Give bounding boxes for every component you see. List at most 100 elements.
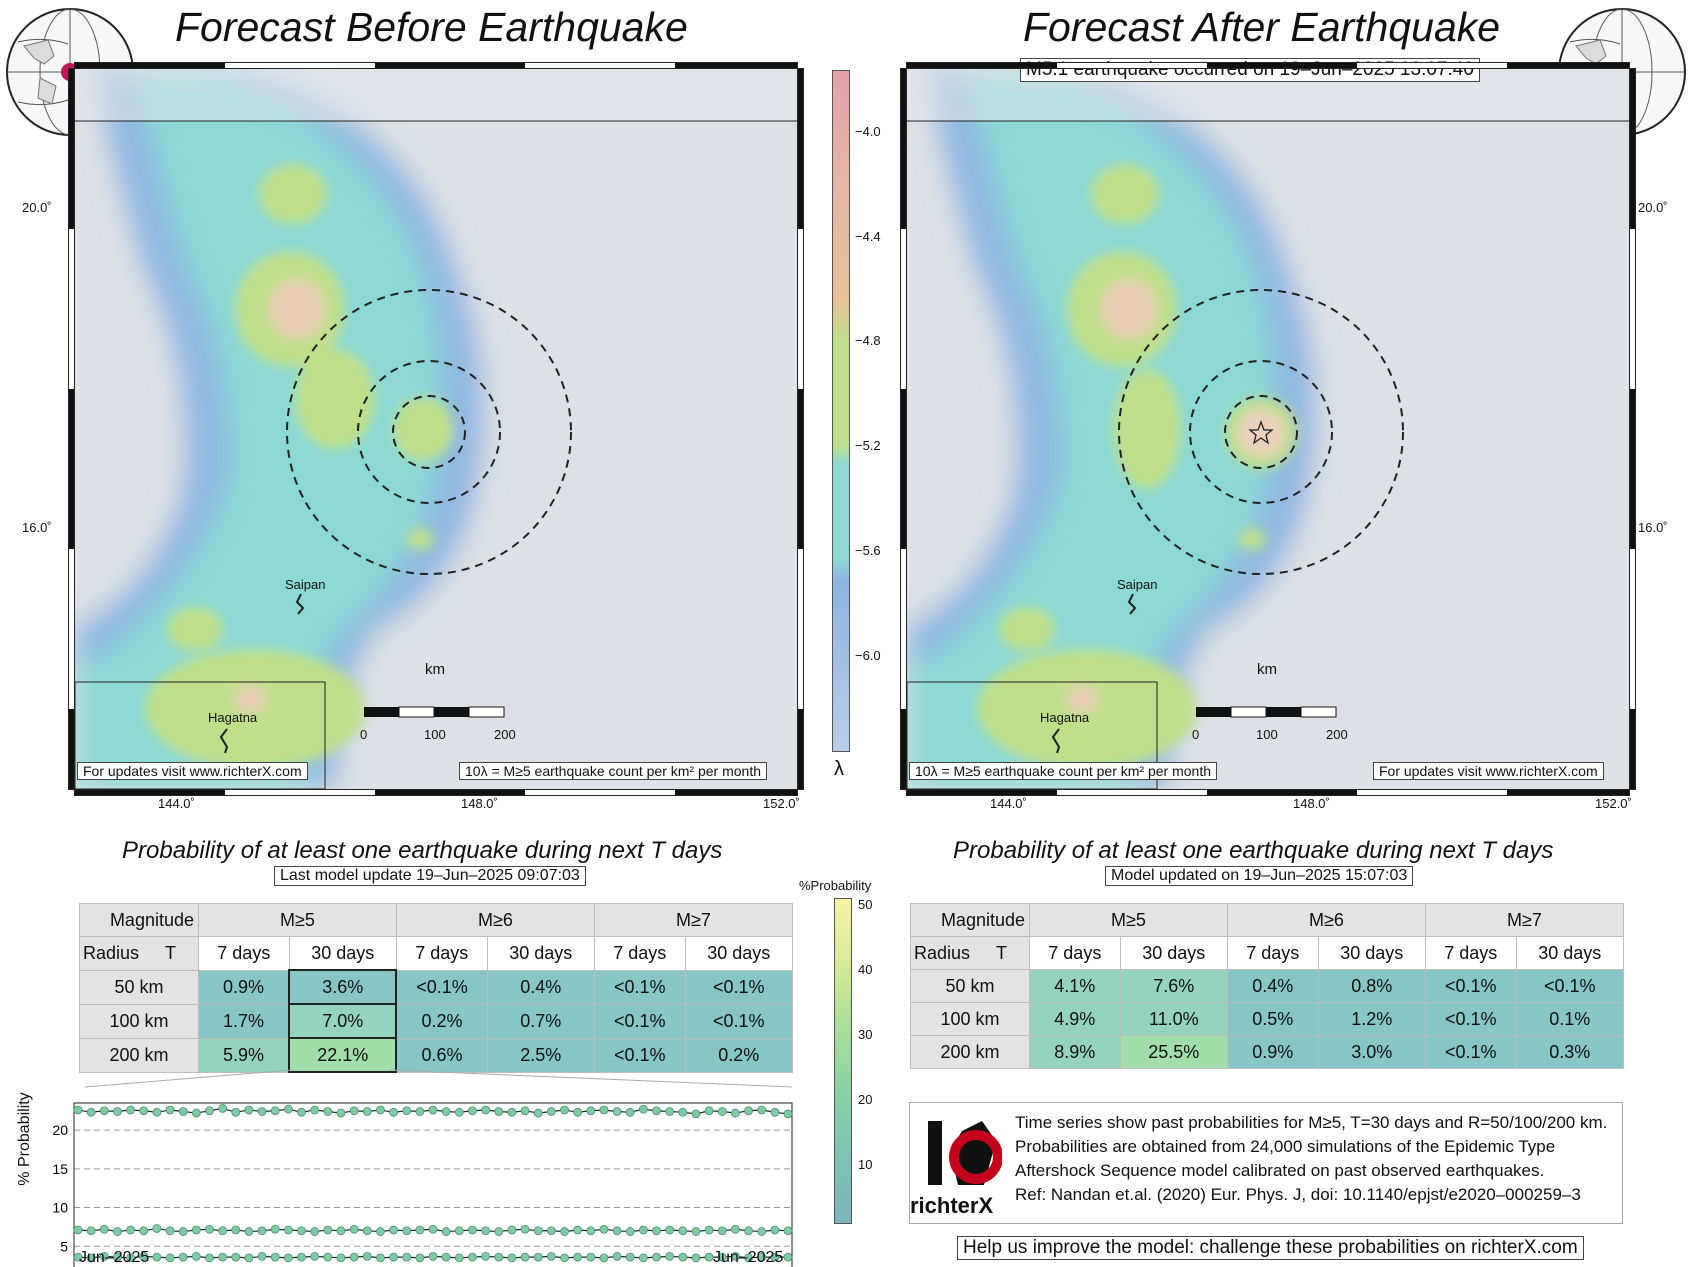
series-point [257,1226,267,1236]
series-point [481,1226,490,1236]
series-point [415,1107,425,1116]
series-point [731,1224,740,1234]
prob-tick: 10 [858,1157,873,1172]
series-point [665,1251,675,1261]
scale-tick-200: 200 [1326,727,1348,742]
series-point [297,1252,306,1262]
series-point [297,1226,306,1236]
series-point [757,1105,767,1115]
mag-header: M≥5 [198,903,397,937]
series-point [520,1106,530,1116]
series-point [139,1251,149,1261]
lambda-tick: −5.6 [855,543,881,558]
prob-cell: 7.6% [1119,969,1228,1003]
mag-header: M≥7 [1424,903,1625,937]
guam-island-icon [1051,728,1061,754]
series-point [310,1251,320,1261]
series-point [362,1251,372,1261]
period-header: 7 days [1226,936,1319,970]
series-point [454,1107,464,1117]
legend-line: Aftershock Sequence model calibrated on … [1015,1161,1545,1180]
prob-cell: 0.9% [1226,1035,1319,1069]
left-lat-16: 16.0˚ [22,520,52,535]
series-point [415,1253,425,1263]
prob-cell: 0.3% [1515,1035,1625,1069]
series-point [441,1252,451,1262]
series-point [165,1226,175,1236]
prob-cell: 0.5% [1226,1002,1319,1036]
series-point [231,1252,241,1262]
series-point [257,1251,267,1261]
series-point [152,1107,162,1117]
series-point [678,1107,688,1117]
series-point [86,1253,96,1263]
series-point [113,1107,122,1116]
prob-cell: <0.1% [684,1003,794,1039]
left-frame-bottom [74,789,798,796]
series-point [494,1252,504,1262]
prob-cell: 25.5% [1119,1035,1228,1069]
prob-cell: 0.6% [395,1037,488,1073]
prob-cell: <0.1% [1424,1035,1517,1069]
lambda-tick: −6.0 [855,648,881,663]
series-point [533,1108,543,1118]
left-updates-link[interactable]: For updates visit www.richterX.com [77,762,308,780]
period-header: 7 days [1424,936,1517,970]
richterx-logo-text: richterX [910,1193,993,1219]
series-point [625,1252,635,1262]
series-point [770,1107,780,1117]
right-model-update: Model updated on 19–Jun–2025 15:07:03 [1105,866,1414,886]
series-point [691,1227,701,1236]
series-point [283,1253,293,1263]
epicenter-star-icon [1248,420,1274,445]
series-point [625,1227,635,1236]
left-lon-144: 144.0˚ [158,796,195,811]
radius-t-header: Radius T [79,936,199,971]
lambda-colorbar [832,70,850,752]
series-point [218,1104,228,1113]
right-frame-left [900,68,907,790]
series-point [533,1226,543,1236]
series-point [165,1105,175,1115]
series-point [783,1252,793,1262]
series-point [376,1105,385,1115]
series-point [205,1106,214,1116]
series-point [704,1252,714,1262]
prob-cell: 2.5% [486,1037,595,1073]
series-point [599,1224,609,1234]
table-row: 100 km 4.9% 11.0% 0.5% 1.2% <0.1% 0.1% [910,1002,1625,1036]
guam-island-icon [219,728,229,754]
prob-cell: 11.0% [1119,1002,1228,1036]
series-point [218,1252,228,1262]
series-point [717,1226,727,1236]
series-point [336,1108,346,1118]
challenge-link[interactable]: Help us improve the model: challenge the… [957,1236,1584,1260]
left-forecast-map: Saipan Hagatna km 0 100 200 For updates … [74,68,798,790]
prob-cell: 0.2% [395,1003,488,1039]
mag-header: M≥7 [593,903,794,937]
table-row: 200 km 8.9% 25.5% 0.9% 3.0% <0.1% 0.3% [910,1035,1625,1069]
left-prob-title: Probability of at least one earthquake d… [122,837,723,864]
series-point [481,1251,490,1261]
series-point [165,1253,175,1263]
series-point [402,1106,412,1116]
right-updates-link[interactable]: For updates visit www.richterX.com [1373,762,1604,780]
series-point [507,1107,517,1117]
prob-cell: 1.2% [1317,1002,1426,1036]
lambda-tick: −5.2 [855,438,881,453]
x-edge-label-end: Jun–2025 [713,1249,784,1266]
series-point [599,1253,609,1263]
legend-line: Time series show past probabilities for … [1015,1113,1608,1132]
right-lon-148: 148.0˚ [1293,796,1330,811]
table-row: 50 km 0.9% 3.6% <0.1% 0.4% <0.1% <0.1% [79,969,794,1005]
left-lambda-note: 10λ = M≥5 earthquake count per km² per m… [459,762,768,780]
series-point [468,1225,477,1235]
series-point [126,1253,135,1263]
table-row: 50 km 4.1% 7.6% 0.4% 0.8% <0.1% <0.1% [910,969,1625,1003]
series-point [586,1106,596,1116]
prob-cell: 4.9% [1029,1002,1121,1036]
prob-cell: 8.9% [1029,1035,1121,1069]
series-point [389,1252,398,1262]
series-point [73,1105,83,1115]
series-point [218,1226,228,1236]
